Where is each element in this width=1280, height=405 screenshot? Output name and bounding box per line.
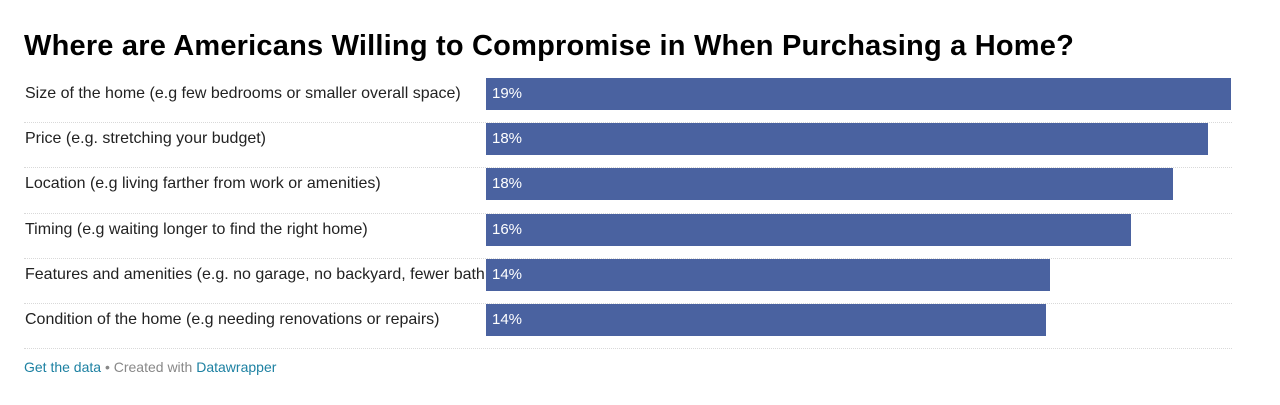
bar-value-label: 14%: [492, 310, 523, 328]
bar: 18%: [486, 168, 1174, 201]
bar-chart: Size of the home (e.g few bedrooms or sm…: [24, 78, 1232, 350]
bar: 14%: [486, 258, 1050, 291]
bar-value-label: 14%: [492, 265, 523, 283]
category-label: Size of the home (e.g few bedrooms or sm…: [25, 85, 461, 102]
chart-footer: Get the data • Created with Datawrapper: [24, 359, 276, 375]
bar-value-label: 16%: [492, 220, 523, 238]
bar: 19%: [486, 78, 1231, 110]
bar-track: 18%: [486, 168, 1231, 201]
chart-row: Location (e.g living farther from work o…: [24, 168, 1232, 214]
bar-track: 16%: [486, 213, 1231, 246]
category-label: Price (e.g. stretching your budget): [25, 130, 267, 148]
bar-track: 19%: [486, 78, 1231, 110]
footer-separator: •: [104, 359, 110, 375]
bar: 18%: [486, 123, 1208, 156]
category-label: Location (e.g living farther from work o…: [25, 175, 381, 193]
bar-track: 14%: [486, 258, 1231, 291]
bar-track: 18%: [486, 123, 1231, 156]
datawrapper-link[interactable]: Datawrapper: [196, 359, 277, 375]
chart-row: Price (e.g. stretching your budget) 18%: [24, 123, 1232, 169]
category-label: Features and amenities (e.g. no garage, …: [25, 265, 535, 283]
chart-title: Where are Americans Willing to Compromis…: [24, 30, 1075, 62]
chart-row: Timing (e.g waiting longer to find the r…: [24, 213, 1232, 259]
bar-value-label: 18%: [492, 175, 523, 193]
bar-value-label: 19%: [492, 85, 523, 102]
bar-value-label: 18%: [492, 130, 523, 148]
created-with-text: Created with: [113, 359, 193, 375]
chart-row: Condition of the home (e.g needing renov…: [24, 303, 1232, 350]
category-label: Timing (e.g waiting longer to find the r…: [25, 220, 368, 238]
bar-track: 14%: [486, 303, 1231, 336]
bar: 16%: [486, 213, 1131, 246]
bar: 14%: [486, 303, 1046, 336]
chart-row: Size of the home (e.g few bedrooms or sm…: [24, 78, 1232, 124]
category-label: Condition of the home (e.g needing renov…: [25, 310, 440, 328]
chart-row: Features and amenities (e.g. no garage, …: [24, 258, 1232, 304]
get-the-data-link[interactable]: Get the data: [24, 359, 102, 375]
